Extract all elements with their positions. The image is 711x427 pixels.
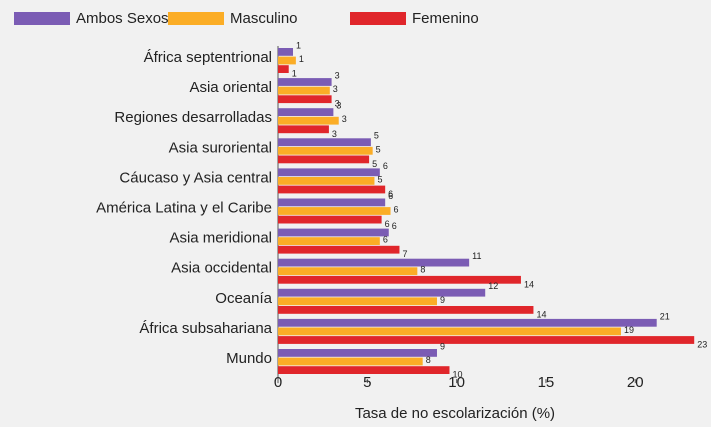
y-tick-label: Asia meridional <box>169 230 272 247</box>
data-label: 3 <box>336 101 341 111</box>
y-tick-label: África septentrional <box>144 49 272 66</box>
data-label: 11 <box>472 251 481 261</box>
data-label: 5 <box>377 174 382 184</box>
data-label: 1 <box>296 40 301 50</box>
data-label: 8 <box>420 265 425 275</box>
data-label: 19 <box>624 325 634 335</box>
x-tick-label: 20 <box>627 374 644 391</box>
bar <box>278 155 370 164</box>
bar <box>278 349 437 357</box>
bar <box>278 245 400 254</box>
data-label: 9 <box>440 341 445 351</box>
data-label: 14 <box>536 309 546 319</box>
bar <box>278 327 621 336</box>
bar <box>278 108 334 116</box>
data-label: 6 <box>394 204 399 214</box>
y-tick-label: América Latina y el Caribe <box>96 199 272 216</box>
data-label: 5 <box>372 159 377 169</box>
legend-label: Masculino <box>230 10 298 27</box>
data-label: 23 <box>697 339 707 349</box>
bar <box>278 95 332 104</box>
y-tick-label: Cáucaso y Asia central <box>119 169 272 186</box>
x-axis-label: Tasa de no escolarización (%) <box>355 405 555 422</box>
data-label: 6 <box>388 189 393 199</box>
y-tick-label: África subsahariana <box>139 320 272 337</box>
bar <box>278 267 418 276</box>
legend-label: Femenino <box>412 10 479 27</box>
bar <box>278 336 695 344</box>
bar <box>278 185 386 194</box>
data-label: 9 <box>440 295 445 305</box>
legend-label: Ambos Sexos <box>76 10 169 27</box>
data-label: 10 <box>452 370 462 380</box>
bar <box>278 275 521 284</box>
bar <box>278 78 332 86</box>
bar <box>278 198 386 207</box>
data-label: 6 <box>392 221 397 231</box>
y-tick-label: Regiones desarrolladas <box>114 109 272 126</box>
data-label: 5 <box>376 144 381 154</box>
bar <box>278 86 330 95</box>
y-tick-label: Asia occidental <box>171 260 272 277</box>
data-label: 6 <box>383 235 388 245</box>
bar <box>278 297 437 306</box>
data-label: 14 <box>524 279 534 289</box>
y-tick-label: Oceanía <box>215 290 272 307</box>
data-label: 12 <box>488 281 498 291</box>
bar <box>278 215 382 224</box>
data-label: 7 <box>402 249 407 259</box>
bar <box>278 306 534 314</box>
bar <box>278 168 380 177</box>
bar <box>278 146 373 155</box>
bar <box>278 125 329 134</box>
legend-swatch <box>168 12 224 25</box>
bar <box>278 318 657 327</box>
bar <box>278 258 470 267</box>
bar <box>278 56 296 65</box>
bar <box>278 288 486 297</box>
data-label: 6 <box>385 219 390 229</box>
legend-swatch <box>350 12 406 25</box>
y-tick-label: Asia suroriental <box>169 139 272 156</box>
data-label: 21 <box>660 311 670 321</box>
bar <box>278 237 380 245</box>
x-tick-label: 5 <box>363 374 371 391</box>
x-tick-label: 15 <box>538 374 555 391</box>
bar <box>278 138 371 147</box>
bar <box>278 116 339 125</box>
bar <box>278 65 289 73</box>
y-tick-label: Asia oriental <box>189 79 272 96</box>
x-tick-label: 0 <box>274 374 282 391</box>
bar <box>278 357 423 366</box>
data-label: 8 <box>426 355 431 365</box>
data-label: 1 <box>299 54 304 64</box>
bar <box>278 177 375 185</box>
data-label: 6 <box>388 191 393 201</box>
bar <box>278 207 391 215</box>
data-label: 3 <box>335 70 340 80</box>
legend-swatch <box>14 12 70 25</box>
data-label: 1 <box>292 69 297 79</box>
data-label: 5 <box>374 131 379 141</box>
bar <box>278 366 450 374</box>
bar <box>278 228 389 237</box>
y-tick-label: Mundo <box>226 350 272 367</box>
data-label: 3 <box>332 129 337 139</box>
data-label: 3 <box>333 84 338 94</box>
data-label: 3 <box>342 114 347 124</box>
data-label: 3 <box>335 99 340 109</box>
bar <box>278 48 294 56</box>
data-label: 6 <box>383 161 388 171</box>
x-tick-label: 10 <box>448 374 465 391</box>
